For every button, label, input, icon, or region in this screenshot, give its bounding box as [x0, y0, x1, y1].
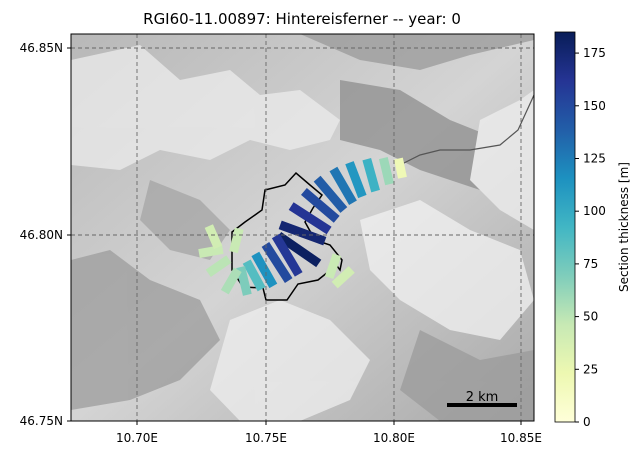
river-line	[397, 94, 534, 167]
glacier-section	[198, 244, 224, 258]
glacier-section	[324, 253, 342, 280]
colorbar: 0 25 50 75 100 125 150 175 Section thickness [m…	[554, 31, 631, 429]
glacier-section	[261, 242, 293, 284]
glacier-section	[362, 158, 380, 193]
glacier-section	[278, 220, 327, 246]
y-tick-label: 46.75N	[20, 414, 63, 428]
colorbar-tick-label: 0	[583, 415, 591, 429]
y-tick-label: 46.85N	[20, 41, 63, 55]
x-tick-label: 10.70E	[116, 431, 158, 445]
glacier-section	[251, 251, 278, 289]
colorbar-tick-label: 175	[583, 46, 606, 60]
colorbar-tick-label: 125	[583, 151, 606, 165]
glacier-section	[378, 157, 394, 186]
glacier-section	[301, 188, 340, 223]
chart-title: RGI60-11.00897: Hintereisferner -- year:…	[143, 10, 461, 28]
glacier-section	[276, 232, 322, 268]
y-tick-label: 46.80N	[20, 228, 63, 242]
colorbar-gradient	[554, 31, 576, 423]
colorbar-ticks: 0 25 50 75 100 125 150 175	[575, 46, 606, 429]
plot-area	[71, 34, 534, 421]
glacier-section	[345, 161, 367, 199]
colorbar-tick-label: 75	[583, 257, 598, 271]
glacier-section	[313, 175, 348, 213]
colorbar-label: Section thickness [m]	[617, 162, 631, 292]
x-tick-label: 10.75E	[245, 431, 287, 445]
colorbar-tick-label: 50	[583, 310, 598, 324]
glacier-section	[220, 267, 242, 295]
x-tick-label: 10.85E	[500, 431, 542, 445]
glacier-section	[236, 265, 252, 296]
glacier-section	[229, 227, 244, 254]
scale-bar: 2 km	[447, 390, 517, 407]
glacier-section	[331, 266, 355, 289]
colorbar-tick-label: 150	[583, 99, 606, 113]
glacier-section	[271, 233, 303, 277]
glacier-section	[394, 157, 407, 179]
colorbar-tick-label: 25	[583, 362, 598, 376]
glacier-section	[205, 255, 232, 278]
colorbar-tick-label: 100	[583, 204, 606, 218]
glacier-sections	[198, 157, 407, 296]
grid-lines	[71, 34, 534, 421]
y-axis: 46.85N 46.80N 46.75N	[20, 41, 71, 428]
x-tick-label: 10.80E	[373, 431, 415, 445]
glacier-section	[329, 166, 357, 205]
scale-bar-label: 2 km	[466, 390, 499, 405]
glacier-section	[288, 202, 332, 235]
glacier-section	[204, 224, 223, 250]
plot-frame	[70, 33, 535, 422]
glacier-section	[242, 259, 266, 292]
x-axis: 10.70E 10.75E 10.80E 10.85E	[116, 421, 542, 445]
